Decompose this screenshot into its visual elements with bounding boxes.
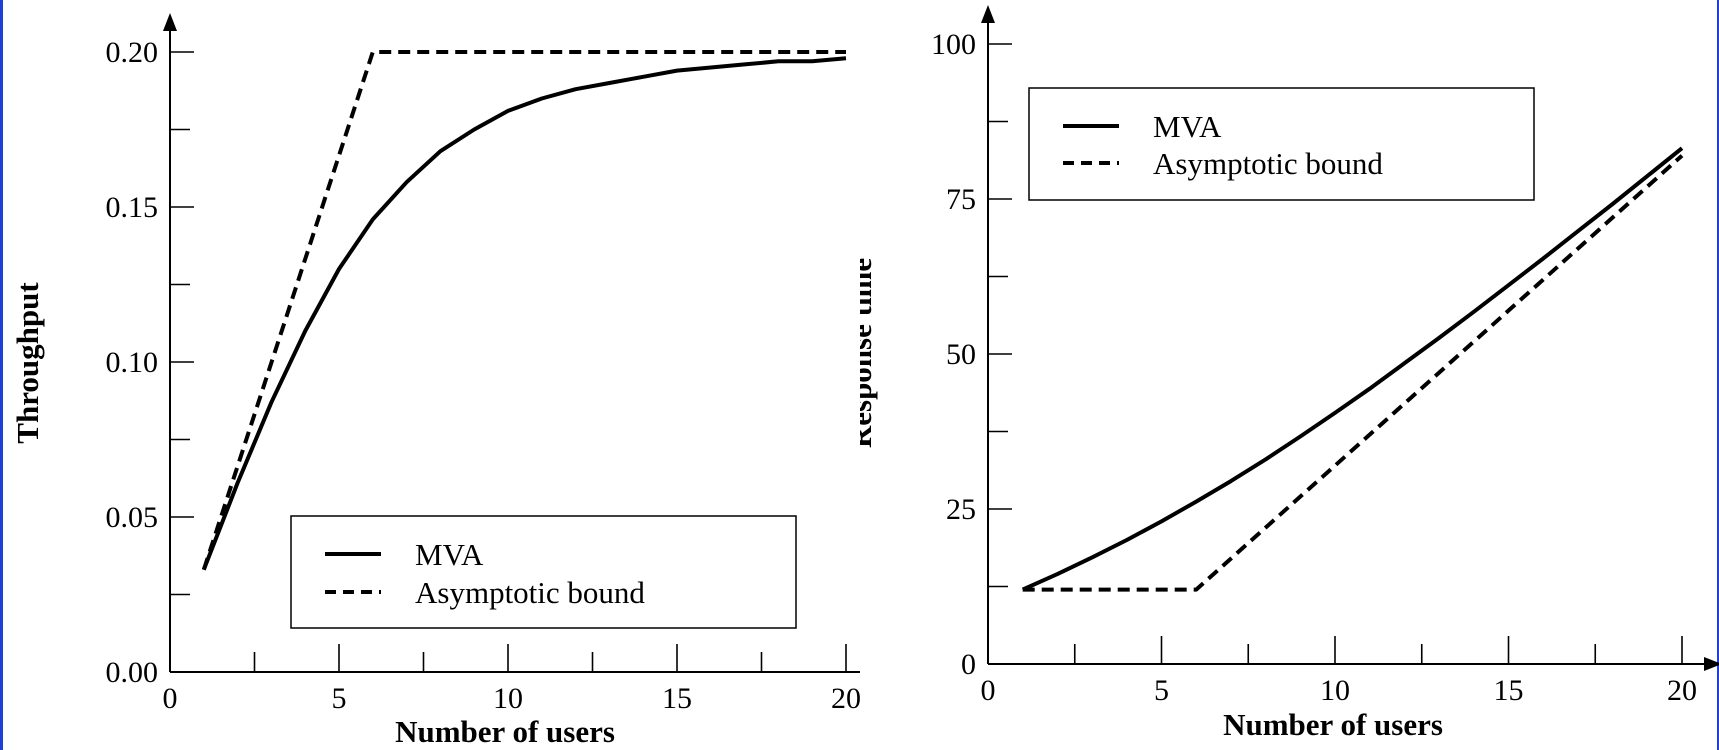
- throughput-chart: Number of users Throughput 0 5 10 15 20 0.00 0…: [10, 13, 860, 749]
- response-time-chart: Number of users Response time 0 5 10 15 20 0 2…: [860, 5, 1719, 742]
- x-tick-label: 5: [1154, 674, 1169, 707]
- y-tick-label: 0.00: [106, 656, 159, 689]
- y-tick-label: 100: [931, 28, 976, 61]
- y-axis-arrow: [163, 13, 177, 31]
- series-line-mva: [1021, 146, 1684, 592]
- y-tick-label: 0.15: [106, 191, 159, 224]
- x-tick-label: 0: [163, 682, 178, 715]
- x-axis-title: Number of users: [395, 714, 615, 749]
- x-tick-label: 15: [1494, 674, 1524, 707]
- y-tick-label: 0.20: [106, 36, 159, 69]
- x-tick-label: 10: [1320, 674, 1350, 707]
- y-axis-title: Throughput: [10, 282, 45, 444]
- series-line-asymptotic-bound: [1022, 154, 1684, 592]
- legend-label-asymptotic-bound: Asymptotic bound: [1153, 146, 1383, 181]
- legend: MVA Asymptotic bound: [1028, 87, 1535, 201]
- y-tick-label: 50: [946, 338, 976, 371]
- legend-box: [1028, 87, 1535, 201]
- x-tick-label: 0: [981, 674, 996, 707]
- legend: MVA Asymptotic bound: [290, 515, 797, 629]
- y-tick-label: 25: [946, 493, 976, 526]
- x-axis-arrow: [1704, 657, 1719, 671]
- x-tick-label: 10: [493, 682, 523, 715]
- x-tick-label: 20: [831, 682, 860, 715]
- x-axis-title: Number of users: [1223, 707, 1443, 742]
- y-axis-title: Response time: [860, 258, 878, 448]
- series-line-mva: [201, 56, 847, 571]
- legend-label-mva: MVA: [1153, 109, 1222, 144]
- frame-edge-left: [0, 0, 3, 750]
- series-line-asymptotic-bound: [201, 50, 846, 571]
- y-axis-arrow: [981, 5, 995, 23]
- x-tick-label: 15: [662, 682, 692, 715]
- frame-edge-right: [1717, 0, 1719, 750]
- y-tick-label: 0.05: [106, 501, 159, 534]
- legend-label-mva: MVA: [415, 537, 484, 572]
- x-tick-label: 5: [332, 682, 347, 715]
- y-tick-label: 0.10: [106, 346, 159, 379]
- legend-box: [290, 515, 797, 629]
- y-tick-label: 0: [961, 648, 976, 681]
- legend-label-asymptotic-bound: Asymptotic bound: [415, 575, 645, 610]
- y-tick-label: 75: [946, 183, 976, 216]
- x-tick-label: 20: [1667, 674, 1697, 707]
